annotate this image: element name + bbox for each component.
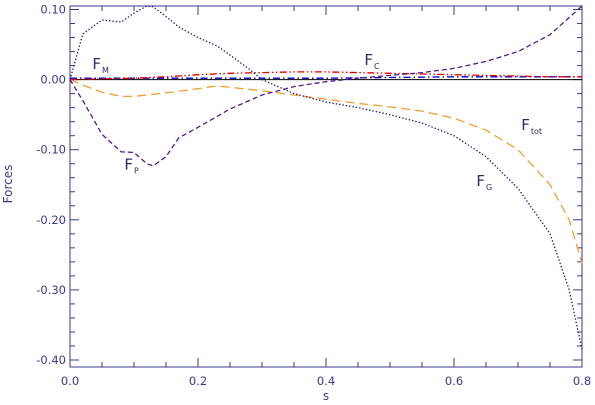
series-line xyxy=(69,5,583,167)
curve-label: FC xyxy=(364,51,380,71)
curve-label-main: F xyxy=(92,55,101,73)
y-tick-label: -0.20 xyxy=(36,213,66,227)
curve-label: Ftot xyxy=(521,116,542,136)
x-tick-label: 0.4 xyxy=(317,374,335,388)
curve-label-main: F xyxy=(521,116,530,134)
y-tick-label: 0.00 xyxy=(40,73,66,87)
y-tick-label: -0.30 xyxy=(36,283,66,297)
curve-label-main: F xyxy=(364,51,373,69)
x-tick-label: 0.0 xyxy=(61,374,79,388)
axes: 0.0 0.2 0.4 0.6 0.8 0.10 0.00 -0.10 -0.20 -0.30 -0… xyxy=(36,3,591,388)
series-line xyxy=(70,76,582,79)
series-line xyxy=(69,71,582,81)
series-line xyxy=(69,5,583,350)
x-tick-label: 0.6 xyxy=(445,374,463,388)
x-axis-title: s xyxy=(323,389,329,403)
curve-label-subscript: tot xyxy=(531,127,542,136)
curve-label: FG xyxy=(476,172,492,192)
curve-label-main: F xyxy=(476,172,485,190)
plot-frame xyxy=(69,5,583,368)
y-tick-label: 0.10 xyxy=(40,3,66,17)
curve-label-main: F xyxy=(124,155,133,173)
series-line xyxy=(69,79,583,264)
curve-label: FP xyxy=(124,155,139,175)
curve-label-subscript: M xyxy=(102,66,109,75)
y-tick-label: -0.40 xyxy=(36,353,66,367)
curve-label-subscript: C xyxy=(374,62,380,71)
series-lines xyxy=(69,5,583,350)
x-tick-label: 0.2 xyxy=(189,374,207,388)
curve-label-subscript: P xyxy=(134,166,139,175)
y-tick-label: -0.10 xyxy=(36,143,66,157)
curve-label-subscript: G xyxy=(486,183,492,192)
curve-label: FM xyxy=(92,55,109,75)
x-tick-label: 0.8 xyxy=(573,374,591,388)
y-axis-title: Forces xyxy=(1,165,15,204)
